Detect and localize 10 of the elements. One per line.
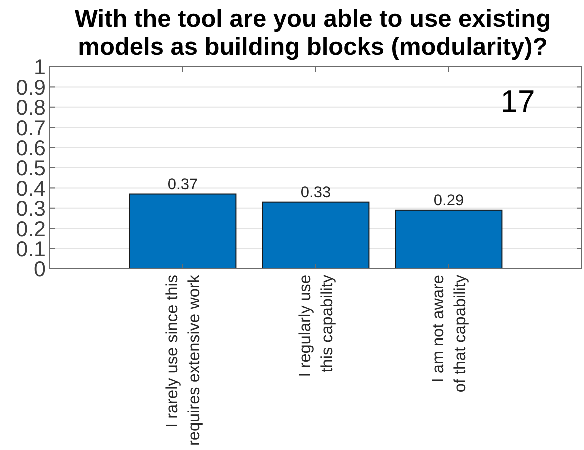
x-tick-label: I regularly use this capability bbox=[296, 274, 337, 378]
data-label: 0.33 bbox=[300, 184, 332, 202]
chart-title: With the tool are you able to use existing models as building blocks (modularity)? bbox=[74, 6, 552, 61]
data-label: 0.29 bbox=[434, 192, 464, 210]
bar bbox=[395, 210, 503, 270]
annotation: 17 bbox=[500, 84, 536, 119]
x-tick-label: I rarely use since this requires extensive work bbox=[164, 274, 204, 446]
bar bbox=[262, 202, 370, 270]
bar bbox=[129, 194, 237, 270]
data-label: 0.37 bbox=[168, 176, 198, 194]
